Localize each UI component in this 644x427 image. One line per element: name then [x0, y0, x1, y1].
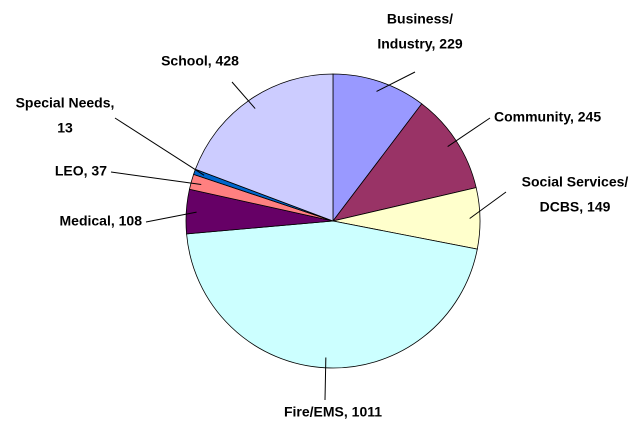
leader-line [469, 191, 507, 219]
pie-slice [194, 73, 334, 222]
leader-line [145, 211, 197, 223]
slice-label: Social Services/ [522, 174, 629, 190]
slice-label: Community, 245 [494, 109, 601, 125]
leader-line [324, 357, 327, 401]
leader-line [114, 117, 205, 176]
leader-line [376, 71, 416, 92]
leader-line [110, 171, 202, 185]
slice-label: School, 428 [161, 53, 239, 69]
slice-label: Medical, 108 [60, 213, 143, 229]
slice-label: Special Needs, [16, 95, 115, 111]
slice-label: 13 [57, 120, 73, 136]
slice-label: LEO, 37 [55, 163, 107, 179]
slice-label: Fire/EMS, 1011 [284, 404, 382, 420]
leader-line [447, 117, 491, 147]
pie-slice [186, 220, 478, 369]
slice-label: DCBS, 149 [540, 199, 611, 215]
slice-label: Business/ [387, 11, 453, 27]
pie-slice [332, 73, 423, 223]
leader-line [231, 81, 256, 109]
slice-label: Industry, 229 [377, 36, 463, 52]
